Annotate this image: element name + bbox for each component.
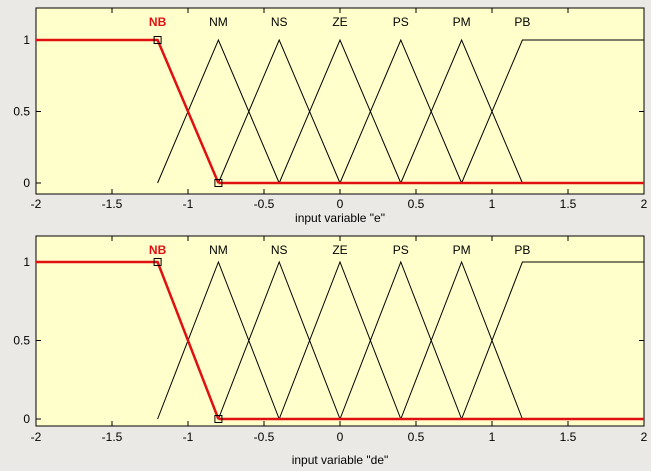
mf-curve-nm[interactable] [157,260,280,420]
x-tick-label: -0.5 [254,430,275,444]
y-tick-label: 1 [23,255,30,269]
y-tick-label: 0.5 [13,334,30,348]
mf-label-ze[interactable]: ZE [332,15,347,29]
x-tick-label: 0 [337,430,344,444]
x-tick-label: 2 [641,197,648,211]
x-tick-label: 1.5 [560,197,577,211]
mf-handle[interactable] [214,179,223,187]
mf-curve-pm[interactable] [400,260,523,420]
mf-plot-panel-de[interactable]: -2 -1.5 -1 -0.5 0 0.5 1 1.5 2 0 0.5 1 NB NM NS ZE PS PM PB… [0,228,651,471]
mf-label-nb[interactable]: NB [149,15,167,29]
mf-label-pm[interactable]: PM [453,15,471,29]
mf-handle[interactable] [153,258,162,266]
x-tick-label: -1.5 [102,430,123,444]
mf-curve-ns[interactable] [217,260,341,420]
mf-curve-ps[interactable] [339,260,463,420]
mf-label-ns[interactable]: NS [271,243,288,257]
x-tick-label: -1 [183,197,194,211]
mf-label-ze[interactable]: ZE [332,243,347,257]
mf-label-nm[interactable]: NM [209,243,228,257]
mf-curve-ze[interactable] [278,260,402,420]
plot-area-de[interactable] [35,235,645,427]
mf-curve-ze[interactable] [278,38,402,184]
mf-handle[interactable] [214,415,223,423]
mf-curve-nb[interactable] [36,38,220,184]
x-tick-label: 1 [489,197,496,211]
x-tick-label: 2 [641,430,648,444]
variable-label-de: input variable "de" [292,453,389,467]
x-tick-label: -1.5 [102,197,123,211]
mf-curve-nb[interactable] [36,260,220,420]
mf-curve-pb[interactable] [461,39,644,184]
mf-curve-nm[interactable] [157,38,280,184]
mf-label-pm[interactable]: PM [453,243,471,257]
x-tick-label: 0 [337,197,344,211]
x-tick-label: -1 [183,430,194,444]
mf-curve-pb[interactable] [461,261,644,420]
mf-label-ps[interactable]: PS [393,243,409,257]
y-tick-label: 0 [23,412,30,426]
mf-label-nb[interactable]: NB [149,243,167,257]
mf-plot-de[interactable]: -2 -1.5 -1 -0.5 0 0.5 1 1.5 2 0 0.5 1 NB NM NS ZE PS PM PB… [0,228,651,471]
x-tick-label: 1.5 [560,430,577,444]
mf-label-nm[interactable]: NM [209,15,228,29]
mf-label-pb[interactable]: PB [514,243,530,257]
mf-plot-e[interactable]: -2 -1.5 -1 -0.5 0 0.5 1 1.5 2 0 0.5 1 NB NM NS ZE PS PM PB… [0,0,651,226]
x-tick-label: -2 [31,197,42,211]
mf-curve-ns[interactable] [217,38,341,184]
mf-label-ns[interactable]: NS [271,15,288,29]
plot-area-e[interactable] [35,7,645,195]
x-tick-label: 0.5 [408,197,425,211]
mf-curve-ps[interactable] [339,38,463,184]
x-tick-label: 0.5 [408,430,425,444]
y-tick-label: 0.5 [13,105,30,119]
x-tick-label: -0.5 [254,197,275,211]
mf-handle[interactable] [153,36,162,44]
y-tick-label: 0 [23,176,30,190]
mf-curve-pm[interactable] [400,38,523,184]
mf-label-ps[interactable]: PS [393,15,409,29]
y-tick-label: 1 [23,33,30,47]
variable-label-e: input variable "e" [295,211,385,225]
x-tick-label: 1 [489,430,496,444]
mf-label-pb[interactable]: PB [514,15,530,29]
mf-plot-panel-e[interactable]: -2 -1.5 -1 -0.5 0 0.5 1 1.5 2 0 0.5 1 NB NM NS ZE PS PM PB… [0,0,651,226]
x-tick-label: -2 [31,430,42,444]
